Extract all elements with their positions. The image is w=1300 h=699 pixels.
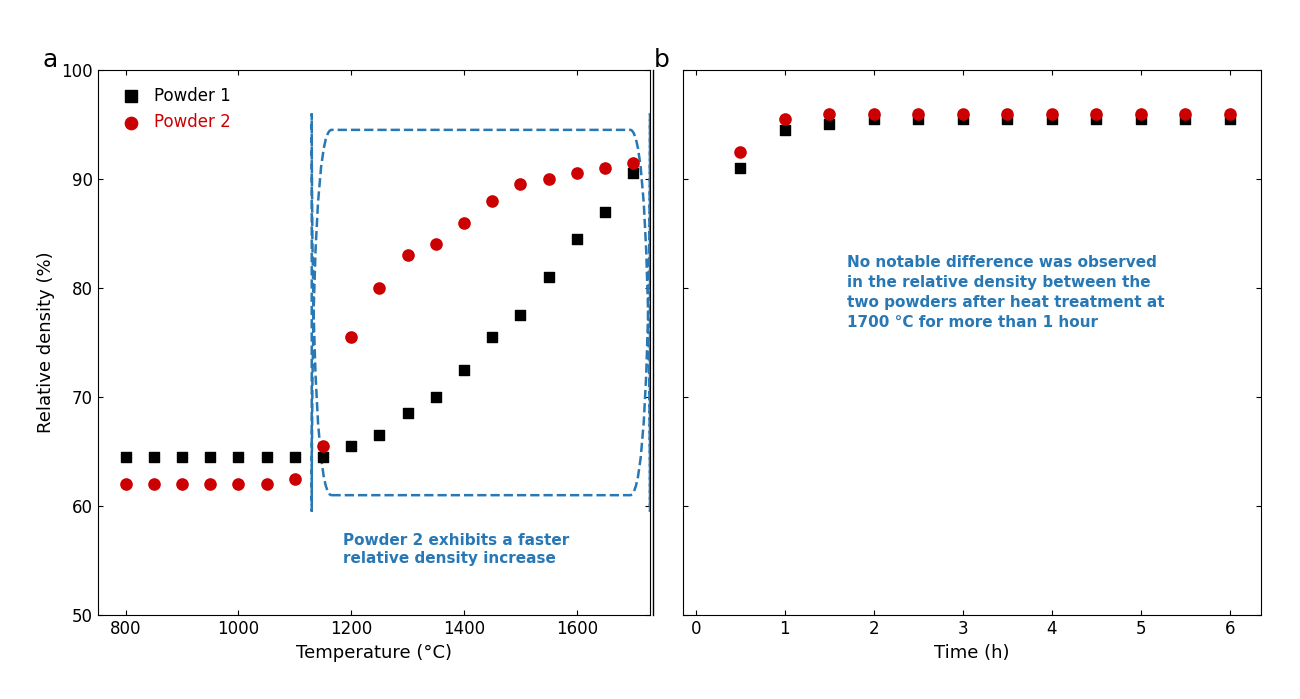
Powder 1 bbox=[172, 452, 192, 463]
Powder 2 bbox=[143, 479, 164, 490]
Point bbox=[953, 113, 974, 124]
Point bbox=[953, 108, 974, 119]
Powder 2 bbox=[538, 173, 559, 185]
Powder 2 bbox=[454, 217, 474, 228]
Powder 2 bbox=[369, 282, 390, 294]
Powder 1 bbox=[567, 233, 588, 245]
Powder 2 bbox=[172, 479, 192, 490]
Powder 1 bbox=[398, 408, 419, 419]
Powder 1 bbox=[425, 391, 446, 403]
Point bbox=[1086, 113, 1106, 124]
Point bbox=[731, 162, 751, 173]
Point bbox=[1131, 108, 1152, 119]
Powder 2 bbox=[341, 331, 361, 343]
Powder 2 bbox=[398, 250, 419, 261]
Y-axis label: Relative density (%): Relative density (%) bbox=[38, 252, 56, 433]
Point bbox=[1131, 113, 1152, 124]
Powder 2 bbox=[116, 479, 136, 490]
Point bbox=[1041, 113, 1062, 124]
Text: No notable difference was observed
in the relative density between the
two powde: No notable difference was observed in th… bbox=[848, 255, 1165, 330]
X-axis label: Time (h): Time (h) bbox=[933, 644, 1010, 661]
Powder 1 bbox=[341, 440, 361, 452]
X-axis label: Temperature (°C): Temperature (°C) bbox=[296, 644, 452, 661]
Powder 1 bbox=[482, 331, 503, 343]
Powder 1 bbox=[200, 452, 221, 463]
Point bbox=[863, 113, 884, 124]
Point bbox=[1219, 113, 1240, 124]
Point bbox=[775, 113, 796, 124]
Powder 2 bbox=[567, 168, 588, 179]
Text: a: a bbox=[42, 48, 57, 72]
Powder 2 bbox=[227, 479, 248, 490]
Powder 1 bbox=[454, 364, 474, 375]
Point bbox=[1086, 108, 1106, 119]
Powder 1 bbox=[116, 452, 136, 463]
Powder 2 bbox=[200, 479, 221, 490]
Powder 2 bbox=[510, 179, 530, 190]
Powder 2 bbox=[482, 195, 503, 206]
Powder 2 bbox=[623, 157, 644, 168]
Point bbox=[863, 108, 884, 119]
Powder 2 bbox=[594, 162, 615, 173]
Point bbox=[819, 108, 840, 119]
Point bbox=[1041, 108, 1062, 119]
Powder 1 bbox=[256, 452, 277, 463]
Powder 1 bbox=[227, 452, 248, 463]
Point bbox=[997, 108, 1018, 119]
Powder 1 bbox=[369, 430, 390, 441]
Text: Powder 2 exhibits a faster
relative density increase: Powder 2 exhibits a faster relative dens… bbox=[343, 533, 569, 565]
Powder 1 bbox=[623, 168, 644, 179]
Powder 1 bbox=[538, 271, 559, 282]
Powder 2 bbox=[312, 440, 333, 452]
Powder 1 bbox=[510, 310, 530, 321]
Point bbox=[819, 119, 840, 130]
Text: b: b bbox=[654, 48, 670, 72]
Point bbox=[997, 113, 1018, 124]
Legend: Powder 1, Powder 2: Powder 1, Powder 2 bbox=[105, 78, 239, 139]
Point bbox=[907, 113, 928, 124]
Powder 2 bbox=[256, 479, 277, 490]
Powder 1 bbox=[143, 452, 164, 463]
Point bbox=[1175, 113, 1196, 124]
Point bbox=[1175, 108, 1196, 119]
Powder 1 bbox=[594, 206, 615, 217]
Powder 2 bbox=[425, 239, 446, 250]
Point bbox=[907, 108, 928, 119]
Point bbox=[1219, 108, 1240, 119]
Powder 2 bbox=[285, 473, 306, 484]
Powder 1 bbox=[285, 452, 306, 463]
Powder 1 bbox=[312, 452, 333, 463]
Point bbox=[731, 146, 751, 157]
Point bbox=[775, 124, 796, 136]
